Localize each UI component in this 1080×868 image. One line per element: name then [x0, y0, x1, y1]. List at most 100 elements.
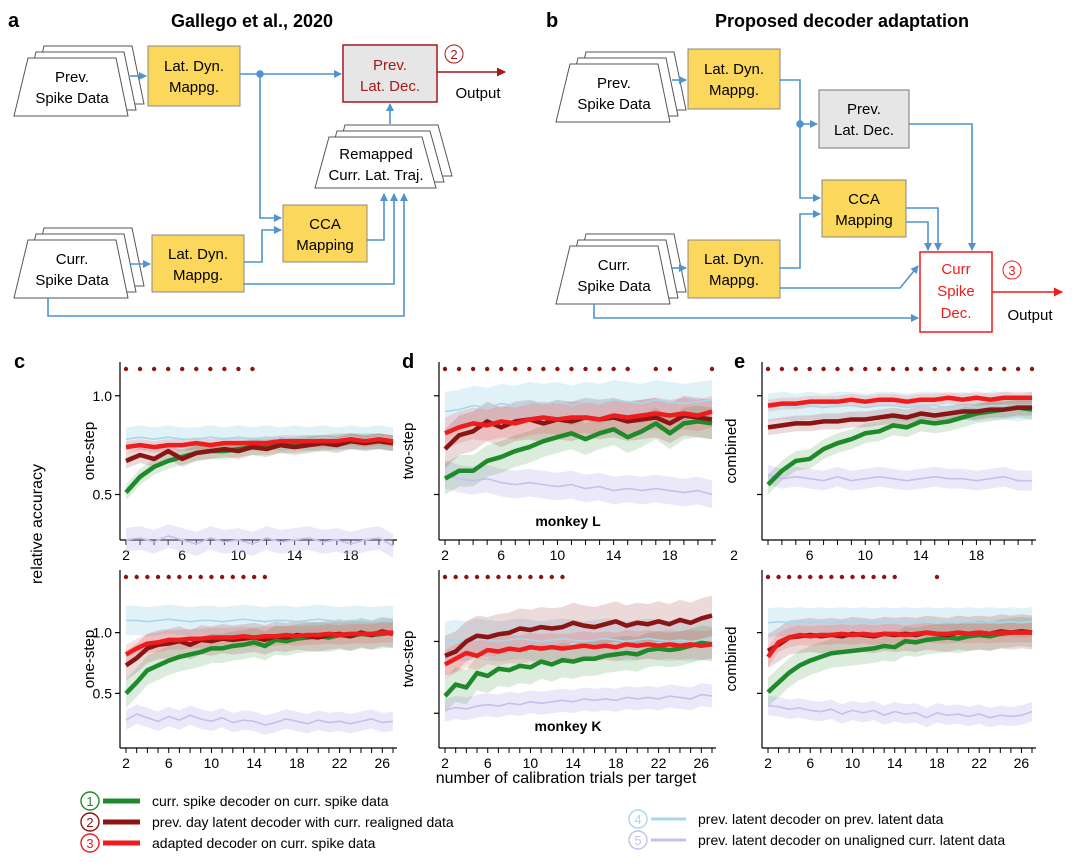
significance-marker: [485, 574, 490, 580]
significance-marker: [496, 574, 501, 580]
monkey-k-label: monkey K: [535, 718, 602, 734]
significance-marker: [583, 366, 588, 372]
panel-a-diagram: a Gallego et al., 2020 Prev. Spike Data …: [8, 10, 506, 317]
significance-marker: [251, 574, 257, 580]
significance-marker: [860, 574, 866, 580]
series-5-line: [767, 704, 1033, 719]
significance-marker: [881, 574, 887, 580]
cca-mapping-box-a: [282, 204, 368, 263]
legend-number-circle: [80, 812, 100, 832]
x-tick-label: 14: [887, 755, 903, 771]
x-tick-label: 26: [1014, 755, 1030, 771]
significance-marker: [180, 366, 185, 372]
badge-3-text: 3: [1008, 263, 1015, 278]
series-1-line: [443, 640, 713, 698]
significance-marker: [177, 574, 182, 580]
significance-marker: [988, 366, 993, 372]
x-tick-label: 22: [971, 755, 987, 771]
significance-marker: [474, 574, 480, 580]
panel-b-letter: b: [546, 10, 558, 32]
significance-marker: [123, 366, 129, 372]
x-tick-label: 6: [165, 755, 173, 771]
cca-b-line2: Mapping: [835, 212, 893, 229]
badge-2-circle: [444, 44, 464, 64]
legend-item-2: 2 prev. day latent decoder with curr. rea…: [80, 812, 454, 832]
legend-text: prev. latent decoder on unaligned curr. …: [698, 832, 1005, 848]
prev-spike-data-stack: Prev. Spike Data: [13, 45, 145, 117]
significance-marker: [960, 366, 965, 372]
panel-a-letter: a: [8, 10, 20, 32]
significance-marker: [528, 574, 533, 580]
x-tick-label: 22: [651, 755, 667, 771]
significance-marker: [527, 366, 532, 372]
x-tick-label: 14: [606, 547, 622, 563]
prev-spike-data-stack-b: Prev. Spike Data: [555, 51, 687, 123]
significance-marker: [484, 366, 490, 372]
significance-marker: [209, 574, 214, 580]
significance-marker: [155, 574, 161, 580]
shared-y-label: relative accuracy: [29, 464, 46, 584]
series-5-band: [768, 695, 1032, 728]
x-tick-label: 10: [857, 547, 873, 563]
significance-marker: [818, 574, 823, 580]
cca-a-line2: Mapping: [296, 237, 354, 254]
prev-spike-b-line1: Prev.: [597, 75, 631, 92]
legend-text: prev. day latent decoder with curr. real…: [152, 814, 454, 830]
significance-marker: [876, 366, 882, 372]
prev-spike-b-line2: Spike Data: [577, 96, 651, 113]
x-tick-label: 6: [484, 755, 492, 771]
legend-number: 1: [86, 794, 93, 809]
series-5-line: [444, 693, 713, 712]
y-tick-label: 1.0: [93, 388, 113, 404]
x-tick-label: 26: [694, 755, 710, 771]
significance-marker: [151, 366, 157, 372]
x-tick-label: 2: [122, 547, 130, 563]
cca-a-line1: CCA: [309, 216, 341, 233]
significance-marker: [517, 574, 522, 580]
x-tick-label: 10: [550, 547, 566, 563]
x-tick-label: 22: [332, 755, 348, 771]
series-4-line: [767, 404, 1033, 409]
x-tick-label: 26: [375, 755, 391, 771]
x-tick-label: 18: [662, 547, 678, 563]
remapped-traj-stack: Remapped Curr. Lat. Traj.: [314, 124, 453, 189]
legend-number-circle: [628, 809, 648, 829]
x-tick-label: 2: [122, 755, 130, 771]
legend-number: 3: [86, 836, 93, 851]
significance-marker: [166, 574, 171, 580]
curr-spike-dec-box: [919, 251, 993, 333]
x-tick-label: 18: [969, 547, 985, 563]
x-tick-label: 2: [764, 755, 772, 771]
curr-spike-b-line2: Spike Data: [577, 278, 651, 295]
lat-dyn-b-bot-line1: Lat. Dyn.: [704, 251, 764, 268]
prev-lat-dec-box-b: [818, 89, 910, 149]
series-2-band: [768, 614, 1032, 668]
lat-dyn-mappg-bottom-box-b: [687, 239, 781, 299]
significance-marker: [835, 366, 840, 372]
significance-marker: [506, 574, 512, 580]
significance-marker: [808, 574, 813, 580]
significance-marker: [611, 366, 616, 372]
significance-marker: [863, 366, 868, 372]
x-axis-label: number of calibration trials per target: [436, 770, 697, 787]
significance-marker: [219, 574, 225, 580]
legend-number: 5: [634, 833, 641, 848]
x-tick-label: 6: [497, 547, 505, 563]
panel-a-title: Gallego et al., 2020: [171, 11, 333, 31]
series-4-line: [126, 618, 393, 623]
significance-marker: [871, 574, 876, 580]
significance-marker: [890, 366, 896, 372]
significance-marker: [241, 574, 246, 580]
chart-c-top: 0.5 1.0 2 6 10 14 18 one-step: [81, 362, 397, 563]
prev-lat-dec-b-line2: Lat. Dec.: [834, 122, 894, 139]
significance-marker: [549, 574, 554, 580]
series-2-band: [445, 595, 712, 676]
significance-marker: [918, 366, 924, 372]
prev-spike-line1: Prev.: [55, 69, 89, 86]
prev-lat-dec-box: [342, 44, 438, 103]
significance-marker: [821, 366, 826, 372]
x-tick-label: 10: [204, 755, 220, 771]
x-tick-label: 14: [287, 547, 303, 563]
significance-marker: [538, 574, 544, 580]
